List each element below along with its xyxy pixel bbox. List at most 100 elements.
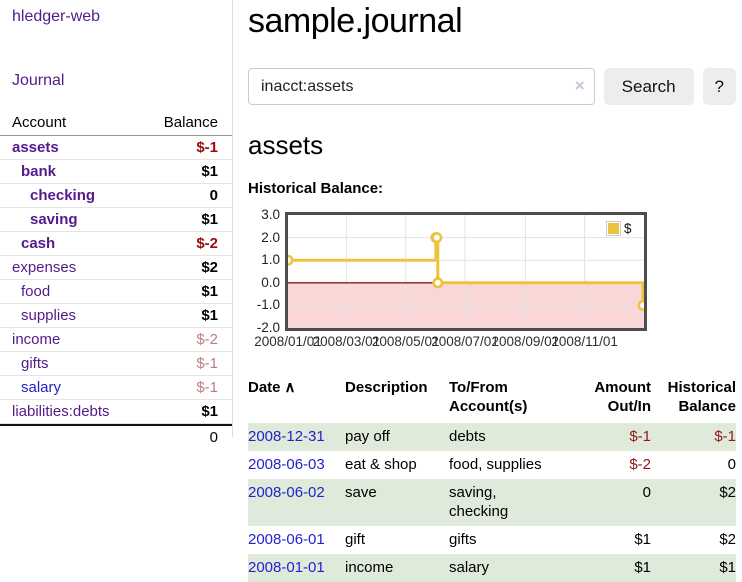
account-row: supplies $1 [0,304,232,328]
x-axis-tick-label: 2008/05/01 [371,334,440,349]
transaction-balance-cell: $2 [651,479,736,526]
y-axis-tick-label: 3.0 [261,207,280,222]
account-row: income $-2 [0,328,232,352]
account-link[interactable]: income [12,331,61,348]
y-axis-tick-label: -1.0 [256,297,280,313]
transaction-date-link[interactable]: 2008-01-01 [248,559,325,576]
y-axis-tick-label: 2.0 [261,229,280,245]
account-row: gifts $-1 [0,352,232,376]
accounts-col-account: Account [12,114,67,131]
account-link[interactable]: liabilities:debts [12,403,110,420]
transaction-date-link[interactable]: 2008-06-01 [248,531,325,548]
transaction-description-cell: eat & shop [345,456,417,473]
x-axis-tick-label: 2008/01/01 [254,334,322,349]
transaction-date-link[interactable]: 2008-12-31 [248,428,325,445]
account-link[interactable]: supplies [21,307,77,324]
account-link[interactable]: expenses [12,259,77,276]
y-axis-tick-label: 1.0 [261,252,280,268]
account-link[interactable]: salary [21,379,62,396]
historical-balance-chart: 3.0 2.0 1.0 0.0 -1.0 -2.0 2008/01/01 2008/03/01… [248,207,736,352]
account-row: assets $-1 [0,136,232,160]
transaction-date-cell: 2008-01-01 [248,554,345,582]
account-link[interactable]: cash [21,235,56,252]
transaction-description-cell: income [345,554,449,582]
transaction-date-cell: 2008-06-01 [248,526,345,554]
account-row: checking 0 [0,184,232,208]
accounts-header: Account Balance [0,111,232,136]
transaction-amount-cell: 0 [566,479,651,526]
app-brand-link[interactable]: hledger-web [12,8,101,25]
account-balance: $1 [201,403,218,420]
column-header-amount: Amount Out/In [594,379,651,415]
register-header-row: Date ∧ Description To/From Account(s) Amo… [248,374,736,423]
chart-plot-area [285,212,647,331]
account-link[interactable]: saving [30,211,78,228]
sidebar-item-journal[interactable]: Journal [12,72,65,89]
legend-label: $ [624,221,632,236]
account-row: bank $1 [0,160,232,184]
account-row: expenses $2 [0,256,232,280]
account-row: saving $1 [0,208,232,232]
transaction-accounts-cell: salary [449,554,566,582]
accounts-total-value: 0 [209,429,218,446]
transaction-row: 2008-06-03 eat & shop food, supplies $-2… [248,451,736,479]
y-axis-tick-label: -2.0 [256,320,280,335]
transaction-description-cell: pay off [345,423,449,451]
account-balance: $1 [201,211,218,228]
help-button[interactable]: ? [702,68,736,105]
account-balance: 0 [209,187,218,204]
transaction-description-cell: save [345,479,449,526]
transaction-amount-cell: $-1 [566,423,651,451]
account-balance: $2 [201,259,218,276]
column-header-description: Description [345,379,428,396]
transaction-date-link[interactable]: 2008-06-02 [248,484,325,501]
account-balance: $-2 [196,331,218,348]
accounts-total-row: 0 [0,424,232,449]
legend-swatch-icon [606,221,621,236]
account-balance: $-2 [196,235,218,252]
clear-search-icon[interactable]: × [574,76,585,95]
account-balance: $-1 [196,139,218,156]
account-link[interactable]: assets [12,139,59,156]
transaction-amount-cell: $1 [566,554,651,582]
search-button[interactable]: Search [603,68,694,105]
transaction-date-cell: 2008-06-02 [248,479,345,526]
chart-label: Historical Balance: [248,180,384,197]
transaction-balance-cell: $-1 [651,423,736,451]
account-link[interactable]: bank [21,163,57,180]
transaction-amount-cell: $-2 [629,456,651,473]
sidebar: hledger-web Journal Account Balance asse… [0,0,233,446]
transaction-balance-cell: $2 [719,531,736,548]
transaction-row: 2008-12-31 pay off debts $-1 $-1 [248,423,736,451]
account-row: food $1 [0,280,232,304]
register-table: Date ∧ Description To/From Account(s) Amo… [248,374,736,582]
accounts-tree: Account Balance assets $-1 bank $1 check… [0,111,232,449]
page-title: sample.journal [248,2,463,40]
account-heading: assets [248,130,324,160]
transaction-balance-cell: $1 [651,554,736,582]
account-balance: $-1 [196,355,218,372]
transaction-row: 2008-06-01 gift gifts $1 $2 [248,526,736,554]
search-input[interactable] [248,68,595,105]
account-balance: $1 [201,307,218,324]
account-link[interactable]: food [21,283,51,300]
transaction-accounts-cell: saving, checking [449,479,566,526]
column-header-accounts: To/From Account(s) [449,379,528,415]
account-balance: $-1 [196,379,218,396]
sort-asc-icon: ∧ [284,379,296,396]
account-row: liabilities:debts $1 [0,400,232,424]
account-link[interactable]: gifts [21,355,49,372]
accounts-col-balance: Balance [163,114,218,131]
x-axis-tick-label: 2008/07/01 [431,334,499,349]
column-header-date[interactable]: Date ∧ [248,379,296,396]
chart-legend: $ [606,221,632,236]
account-row: cash $-2 [0,232,232,256]
account-link[interactable]: checking [30,187,96,204]
transaction-balance-cell: 0 [727,456,736,473]
transaction-date-link[interactable]: 2008-06-03 [248,456,325,473]
column-header-balance: Historical Balance [667,379,736,415]
x-axis-tick-label: 2008/09/01 [491,334,560,349]
transaction-row: 2008-06-02 save saving, checking 0 $2 [248,479,736,526]
account-balance: $1 [201,163,218,180]
transaction-accounts-cell: gifts [449,531,477,548]
